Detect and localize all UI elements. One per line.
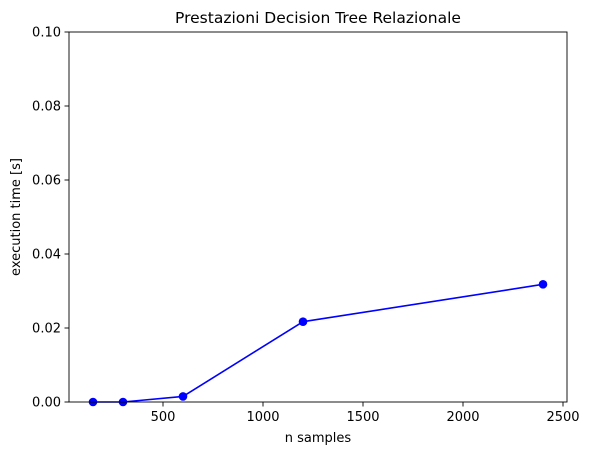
y-tick-label: 0.04: [32, 248, 61, 263]
chart-title: Prestazioni Decision Tree Relazionale: [175, 9, 461, 27]
y-tick-label: 0.10: [32, 26, 61, 41]
y-axis-label: execution time [s]: [9, 158, 24, 276]
x-tick-label: 2000: [446, 410, 479, 425]
x-tick-label: 2500: [546, 410, 579, 425]
y-tick-label: 0.02: [32, 322, 61, 337]
axes-frame: [68, 31, 568, 403]
plot-area: 500 1000 1500 2000 2500 0.00 0.02 0.04 0.06 0.08 0…: [32, 26, 580, 426]
y-tick-label: 0.08: [32, 100, 61, 115]
x-tick-label: 500: [151, 410, 176, 425]
x-tick-label: 1500: [346, 410, 379, 425]
x-tick-label: 1000: [246, 410, 279, 425]
data-point: [298, 317, 308, 327]
data-point: [178, 392, 188, 401]
data-point: [538, 280, 548, 289]
y-tick-label: 0.06: [32, 174, 61, 189]
y-tick-label: 0.00: [32, 396, 61, 411]
x-axis-label: n samples: [285, 431, 352, 446]
series-line: [93, 283, 544, 403]
